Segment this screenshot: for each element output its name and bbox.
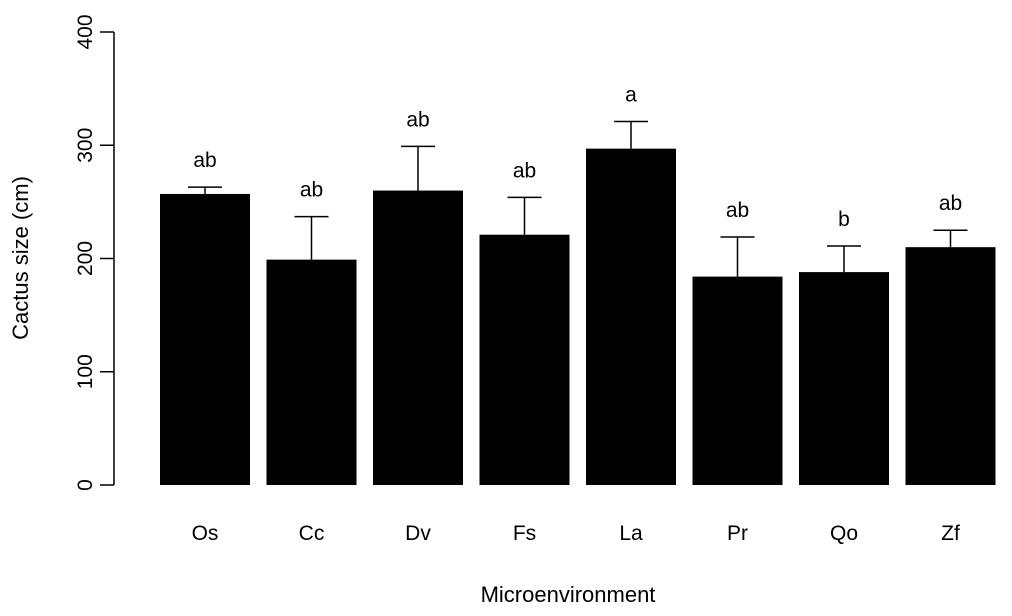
bar-os	[160, 193, 250, 485]
bar-cc	[266, 259, 357, 485]
x-tick-label-cc: Cc	[299, 522, 325, 545]
x-tick-label-la: La	[619, 522, 643, 545]
x-tick-label-os: Os	[192, 522, 219, 545]
bar-la	[586, 148, 676, 485]
y-tick-label: 400	[74, 14, 97, 49]
y-axis: 0 100 200 300 400	[74, 14, 115, 491]
significance-label-la: a	[625, 83, 637, 106]
bar-pr	[692, 276, 783, 485]
significance-label-fs: ab	[513, 159, 536, 182]
significance-label-os: ab	[193, 149, 216, 172]
bar-zf	[905, 247, 996, 485]
error-bars	[188, 120, 968, 277]
x-tick-label-pr: Pr	[727, 522, 748, 545]
bars	[160, 148, 996, 486]
y-tick-label: 300	[74, 128, 97, 163]
bar-qo	[799, 272, 889, 485]
y-tick-label: 200	[74, 241, 97, 276]
x-tick-label-dv: Dv	[405, 522, 431, 545]
significance-labels: ab ab ab ab a ab b ab	[193, 83, 962, 231]
significance-label-qo: b	[838, 208, 850, 231]
significance-label-pr: ab	[726, 199, 749, 222]
significance-label-dv: ab	[406, 108, 429, 131]
bar-dv	[373, 190, 463, 486]
y-tick-label: 100	[74, 354, 97, 389]
x-tick-label-zf: Zf	[941, 522, 960, 545]
x-tick-label-fs: Fs	[513, 522, 536, 545]
x-tick-label-qo: Qo	[830, 522, 858, 545]
x-tick-labels: Os Cc Dv Fs La Pr Qo Zf	[192, 522, 960, 545]
y-tick-label: 0	[74, 479, 97, 491]
significance-label-cc: ab	[300, 179, 323, 202]
significance-label-zf: ab	[939, 192, 962, 215]
x-axis-title: Microenvironment	[481, 582, 656, 607]
y-axis-title: Cactus size (cm)	[8, 176, 33, 340]
bar-fs	[479, 234, 570, 485]
